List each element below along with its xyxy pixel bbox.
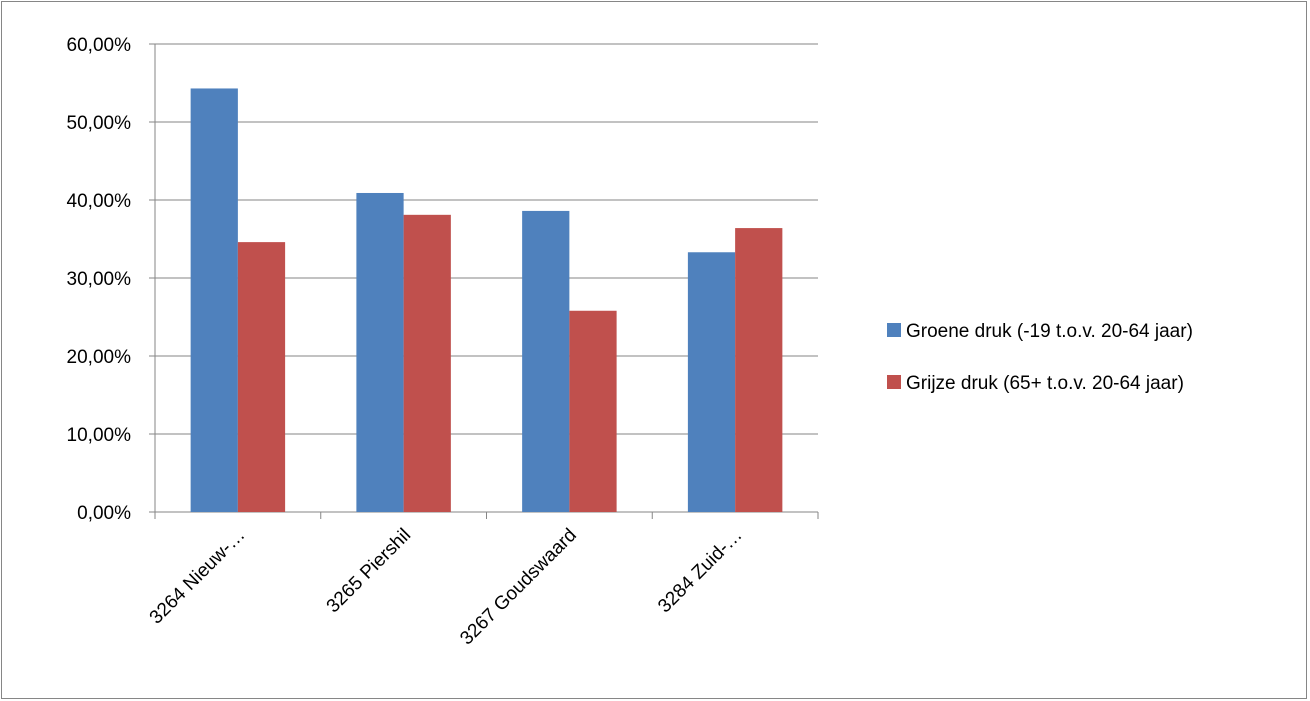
x-tick-label: 3284 Zuid-… [654, 525, 747, 618]
x-tick-label: 3267 Goudswaard [456, 525, 581, 650]
legend-label: Groene druk (-19 t.o.v. 20-64 jaar) [906, 321, 1193, 342]
legend: Groene druk (-19 t.o.v. 20-64 jaar) Grijz… [887, 321, 1193, 394]
x-tick-label: 3265 Piershil [323, 525, 416, 618]
legend-swatch [887, 375, 901, 389]
bar [356, 192, 404, 513]
x-axis: 3264 Nieuw-… 3265 Piershil 3267 Goudswaard… [146, 511, 819, 650]
y-tick-label: 40,00% [67, 191, 132, 212]
legend-swatch [887, 323, 901, 337]
bar [403, 214, 451, 512]
bar [569, 310, 617, 512]
bar [237, 242, 286, 512]
y-tick-label: 0,00% [77, 503, 131, 524]
legend-label: Grijze druk (65+ t.o.v. 20-64 jaar) [906, 373, 1184, 394]
bar [735, 228, 783, 512]
y-tick-label: 20,00% [67, 347, 132, 368]
bar [522, 210, 570, 513]
bar [687, 252, 736, 512]
y-axis: 0,00% 10,00% 20,00% 30,00% 40,00% 50,00% 60,00… [67, 35, 156, 524]
bars [190, 88, 783, 513]
y-tick-label: 30,00% [67, 269, 132, 290]
y-tick-label: 60,00% [67, 35, 132, 56]
bar [190, 88, 238, 513]
x-tick-label: 3264 Nieuw-… [146, 525, 250, 629]
y-tick-label: 10,00% [67, 425, 132, 446]
y-tick-label: 50,00% [67, 113, 132, 134]
